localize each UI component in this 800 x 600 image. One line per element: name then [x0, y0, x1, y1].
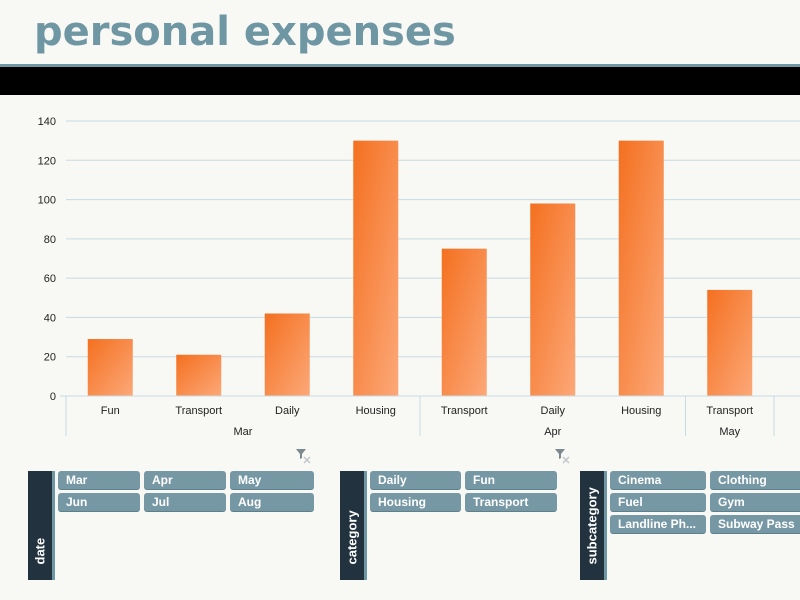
slicer-item-date-apr[interactable]: Apr [144, 471, 226, 490]
bar-may-transport [707, 289, 753, 396]
date-slicer: date Mar Apr May Jun Jul Aug [28, 471, 318, 580]
bar-mar-daily [264, 313, 310, 396]
title-rule [0, 64, 800, 67]
slicer-item-category-fun[interactable]: Fun [465, 471, 557, 490]
x-tick-label: Housing [356, 405, 396, 417]
x-tick-label: Housing [621, 405, 661, 417]
expenses-bar-chart: 0 20 40 60 80 100 120 140 Fun Transport Daily Housi… [38, 116, 800, 438]
slicer-item-date-jun[interactable]: Jun [58, 493, 140, 512]
slicer-item-category-daily[interactable]: Daily [370, 471, 461, 490]
subcategory-slicer-title: subcategory [584, 487, 600, 565]
x-group-label: Apr [544, 426, 561, 438]
slicer-item-date-aug[interactable]: Aug [230, 493, 314, 512]
y-tick-label: 40 [44, 312, 56, 324]
x-tick-label: Daily [275, 405, 300, 417]
bar-mar-housing [353, 140, 399, 396]
y-tick-label: 80 [44, 234, 56, 246]
y-tick-label: 60 [44, 273, 56, 285]
y-tick-label: 140 [38, 116, 56, 128]
x-tick-label: Transport [175, 405, 222, 417]
slicer-item-subcategory-landline-ph[interactable]: Landline Ph... [610, 515, 706, 534]
slicer-item-subcategory-fuel[interactable]: Fuel [610, 493, 706, 512]
y-tick-label: 0 [50, 391, 56, 403]
y-tick-label: 20 [44, 352, 56, 364]
bar-apr-housing [618, 140, 664, 396]
x-tick-label: Transport [706, 405, 753, 417]
subcategory-slicer: subcategory Cinema Clothing Fuel Gym Landlin… [580, 471, 800, 580]
y-tick-label: 100 [38, 195, 56, 207]
date-slicer-title: date [32, 537, 48, 565]
slicer-item-date-may[interactable]: May [230, 471, 314, 490]
subcategory-slicer-header: subcategory [580, 471, 607, 580]
x-tick-label: Fun [101, 405, 120, 417]
category-slicer: category Daily Fun Housing Transport [340, 471, 560, 580]
category-slicer-header: category [340, 471, 367, 580]
subcategory-slicer-items: Cinema Clothing Fuel Gym Landline Ph... Subwa… [610, 471, 800, 534]
category-filter-icon[interactable] [554, 448, 572, 464]
x-tick-label: Daily [541, 405, 566, 417]
slicer-item-subcategory-subway-pass[interactable]: Subway Pass [710, 515, 800, 534]
x-group-label: Mar [234, 426, 253, 438]
slicer-item-subcategory-gym[interactable]: Gym [710, 493, 800, 512]
title-band [0, 67, 800, 95]
bar-apr-daily [530, 203, 576, 396]
bar-mar-fun [87, 339, 133, 396]
y-tick-label: 120 [38, 155, 56, 167]
x-tick-label: Transport [441, 405, 488, 417]
slicer-item-category-housing[interactable]: Housing [370, 493, 461, 512]
category-slicer-items: Daily Fun Housing Transport [370, 471, 557, 512]
page-title: personal expenses [34, 9, 456, 55]
x-group-label: May [719, 426, 740, 438]
slicer-item-subcategory-cinema[interactable]: Cinema [610, 471, 706, 490]
bar-mar-transport [176, 354, 222, 396]
date-filter-icon[interactable] [295, 448, 313, 464]
date-slicer-items: Mar Apr May Jun Jul Aug [58, 471, 314, 512]
bar-apr-transport [441, 248, 487, 396]
slicer-item-subcategory-clothing[interactable]: Clothing [710, 471, 800, 490]
slicer-item-date-jul[interactable]: Jul [144, 493, 226, 512]
category-slicer-title: category [344, 510, 360, 565]
slicer-item-category-transport[interactable]: Transport [465, 493, 557, 512]
date-slicer-header: date [28, 471, 55, 580]
slicer-item-date-mar[interactable]: Mar [58, 471, 140, 490]
